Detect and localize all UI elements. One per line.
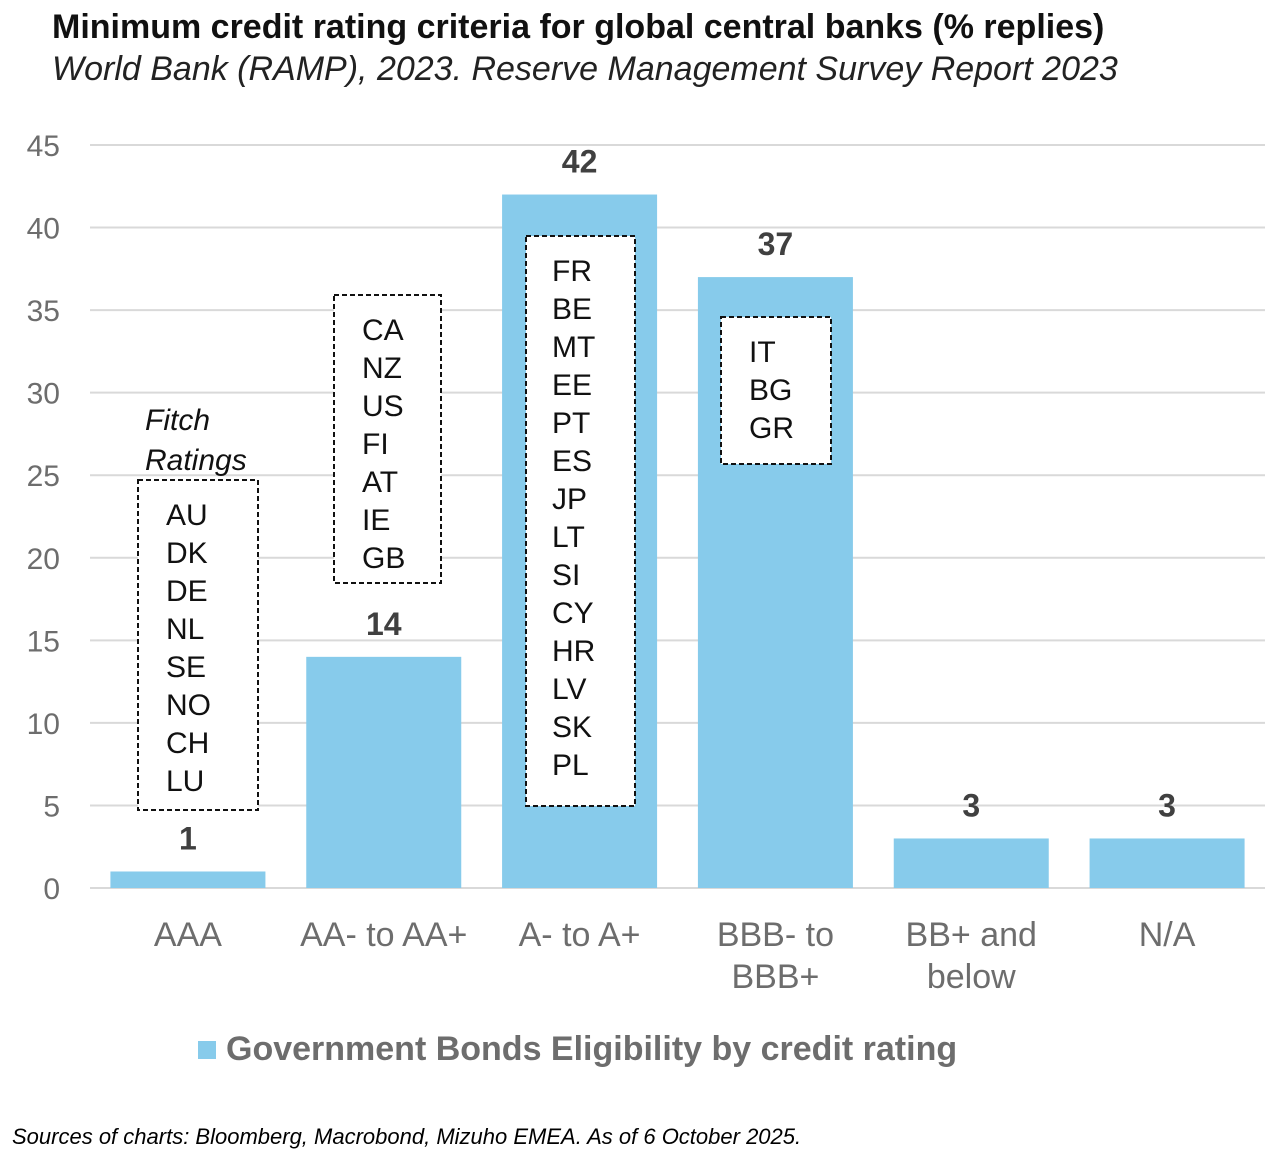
y-tick-label: 15 — [27, 625, 60, 658]
bar — [306, 656, 462, 888]
legend-swatch — [198, 1040, 216, 1059]
annotation-country: LT — [552, 521, 585, 554]
annotation-country: IE — [362, 504, 390, 537]
annotation-country: BE — [552, 293, 592, 326]
x-tick-label: BB+ and — [906, 916, 1037, 954]
chart-title: Minimum credit rating criteria for globa… — [52, 8, 1105, 46]
annotation-country: ES — [552, 445, 592, 478]
data-label: 1 — [179, 820, 197, 856]
annotation-country: FR — [552, 255, 592, 288]
data-label: 14 — [366, 606, 402, 642]
annotation-country: CY — [552, 597, 594, 630]
x-tick-label: N/A — [1139, 916, 1196, 954]
annotation-country: SK — [552, 711, 592, 744]
annotation-country: GB — [362, 542, 405, 575]
annotation-country: LU — [166, 765, 204, 798]
x-tick-label: AA- to AA+ — [300, 916, 467, 954]
bar — [110, 871, 266, 888]
x-tick-label: AAA — [154, 916, 222, 954]
data-label: 3 — [962, 787, 980, 823]
x-tick-label: A- to A+ — [519, 916, 641, 954]
data-label: 3 — [1158, 787, 1176, 823]
annotation-box — [720, 316, 832, 465]
annotation-country: CH — [166, 727, 209, 760]
annotation-country: JP — [552, 483, 587, 516]
annotation-country: PT — [552, 407, 590, 440]
annotation-country: US — [362, 390, 404, 423]
annotation-country: SI — [552, 559, 580, 592]
annotation-country: FI — [362, 428, 389, 461]
y-tick-label: 35 — [27, 295, 60, 328]
x-tick-label: below — [927, 958, 1016, 996]
x-tick-label: BBB- to — [717, 916, 834, 954]
y-tick-label: 20 — [27, 543, 60, 576]
annotation-country: CA — [362, 314, 404, 347]
y-tick-label: 40 — [27, 213, 60, 246]
annotation-country: NO — [166, 689, 211, 722]
y-tick-label: 5 — [43, 790, 60, 823]
annotation-country: GR — [749, 412, 794, 445]
y-tick-label: 25 — [27, 460, 60, 493]
data-label: 42 — [562, 144, 598, 180]
legend-label: Government Bonds Eligibility by credit r… — [226, 1030, 958, 1068]
annotation-box — [137, 479, 259, 811]
y-tick-label: 30 — [27, 378, 60, 411]
annotation-country: NZ — [362, 352, 402, 385]
annotation-box — [525, 235, 636, 807]
bar — [1089, 838, 1245, 888]
annotation-country: SE — [166, 651, 206, 684]
legend: Government Bonds Eligibility by credit r… — [198, 1030, 957, 1069]
y-tick-label: 45 — [27, 130, 60, 163]
annotation-country: AT — [362, 466, 398, 499]
annotation-country: PL — [552, 749, 589, 782]
annotation-country: EE — [552, 369, 592, 402]
annotation-country: HR — [552, 635, 595, 668]
annotation-country: NL — [166, 613, 204, 646]
annotation-country: MT — [552, 331, 595, 364]
y-tick-label: 0 — [43, 873, 60, 906]
annotation-title: Fitch — [145, 404, 210, 437]
annotation-country: BG — [749, 374, 792, 407]
annotation-country: IT — [749, 336, 776, 369]
annotation-country: DK — [166, 537, 208, 570]
bar — [893, 838, 1049, 888]
annotation-box — [333, 294, 442, 584]
data-label: 37 — [758, 226, 794, 262]
chart-subtitle: World Bank (RAMP), 2023. Reserve Managem… — [52, 50, 1118, 88]
annotation-country: LV — [552, 673, 586, 706]
annotation-country: AU — [166, 499, 208, 532]
annotation-country: DE — [166, 575, 208, 608]
y-tick-label: 10 — [27, 708, 60, 741]
source-note: Sources of charts: Bloomberg, Macrobond,… — [12, 1124, 802, 1149]
annotation-title: Ratings — [145, 444, 247, 477]
x-tick-label: BBB+ — [731, 958, 819, 996]
